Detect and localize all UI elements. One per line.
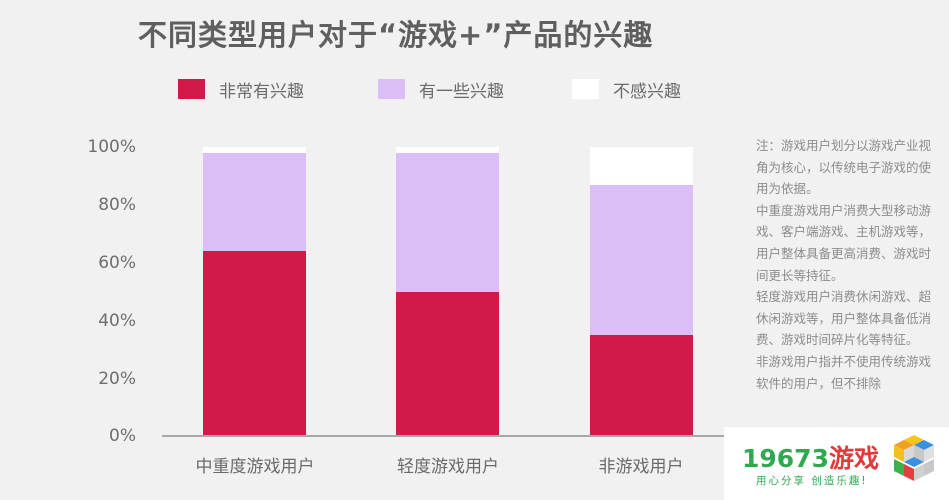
bar-segment [203,251,306,436]
bar-non-gamers [590,147,693,436]
cube-logo-icon [894,435,934,481]
y-tick: 100% [87,137,136,157]
bar-segment [203,152,306,252]
x-label: 轻度游戏用户 [397,457,499,477]
footnote: 注：游戏用户划分以游戏产业视角为核心，以传统电子游戏的使用为依据。 中重度游戏用… [756,135,938,394]
bar-segment [203,147,306,153]
legend-label: 不感兴趣 [613,81,681,102]
bar-segment [396,147,499,153]
legend-label: 非常有兴趣 [219,81,304,102]
y-tick: 80% [98,195,136,215]
bar-segment [590,334,693,436]
legend-swatch [572,79,599,99]
logo-number: 19673 [742,444,829,473]
x-label: 非游戏用户 [598,457,684,477]
watermark-logo: 19673游戏 用心分享 创造乐趣! [724,427,949,500]
legend-item-somewhat-interested: 有一些兴趣 [378,78,504,102]
y-tick: 20% [98,369,136,389]
legend-item-not-interested: 不感兴趣 [572,78,681,102]
bar-light-gamers [396,147,499,436]
legend-swatch [378,79,405,99]
bar-heavy-gamers [203,147,306,436]
bar-segment [396,291,499,436]
footnote-paragraph: 轻度游戏用户消费休闲游戏、超休闲游戏等，用户整体具备低消费、游戏时间碎片化等特征… [756,289,932,348]
footnote-paragraph: 注：游戏用户划分以游戏产业视角为核心，以传统电子游戏的使用为依据。 [756,138,932,197]
footnote-paragraph: 中重度游戏用户消费大型移动游戏、客户端游戏、主机游戏等，用户整体具备更高消费、游… [756,202,932,283]
legend-item-very-interested: 非常有兴趣 [178,78,304,102]
footnote-paragraph: 非游戏用户指并不使用传统游戏软件的用户，但不排除 [756,353,932,391]
bar-segment [590,147,693,185]
bar-segment [396,152,499,292]
x-label: 中重度游戏用户 [195,457,315,477]
logo-wordmark: 19673游戏 [742,439,879,475]
y-tick: 0% [109,426,136,446]
legend-label: 有一些兴趣 [419,81,504,102]
logo-name: 游戏 [828,444,879,473]
y-tick: 60% [98,253,136,273]
bar-segment [590,184,693,335]
chart-title: 不同类型用户对于“游戏+”产品的兴趣 [138,18,654,52]
x-axis-line [162,435,762,437]
legend-swatch [178,79,205,99]
logo-slogan: 用心分享 创造乐趣! [756,475,868,487]
y-tick: 40% [98,311,136,331]
